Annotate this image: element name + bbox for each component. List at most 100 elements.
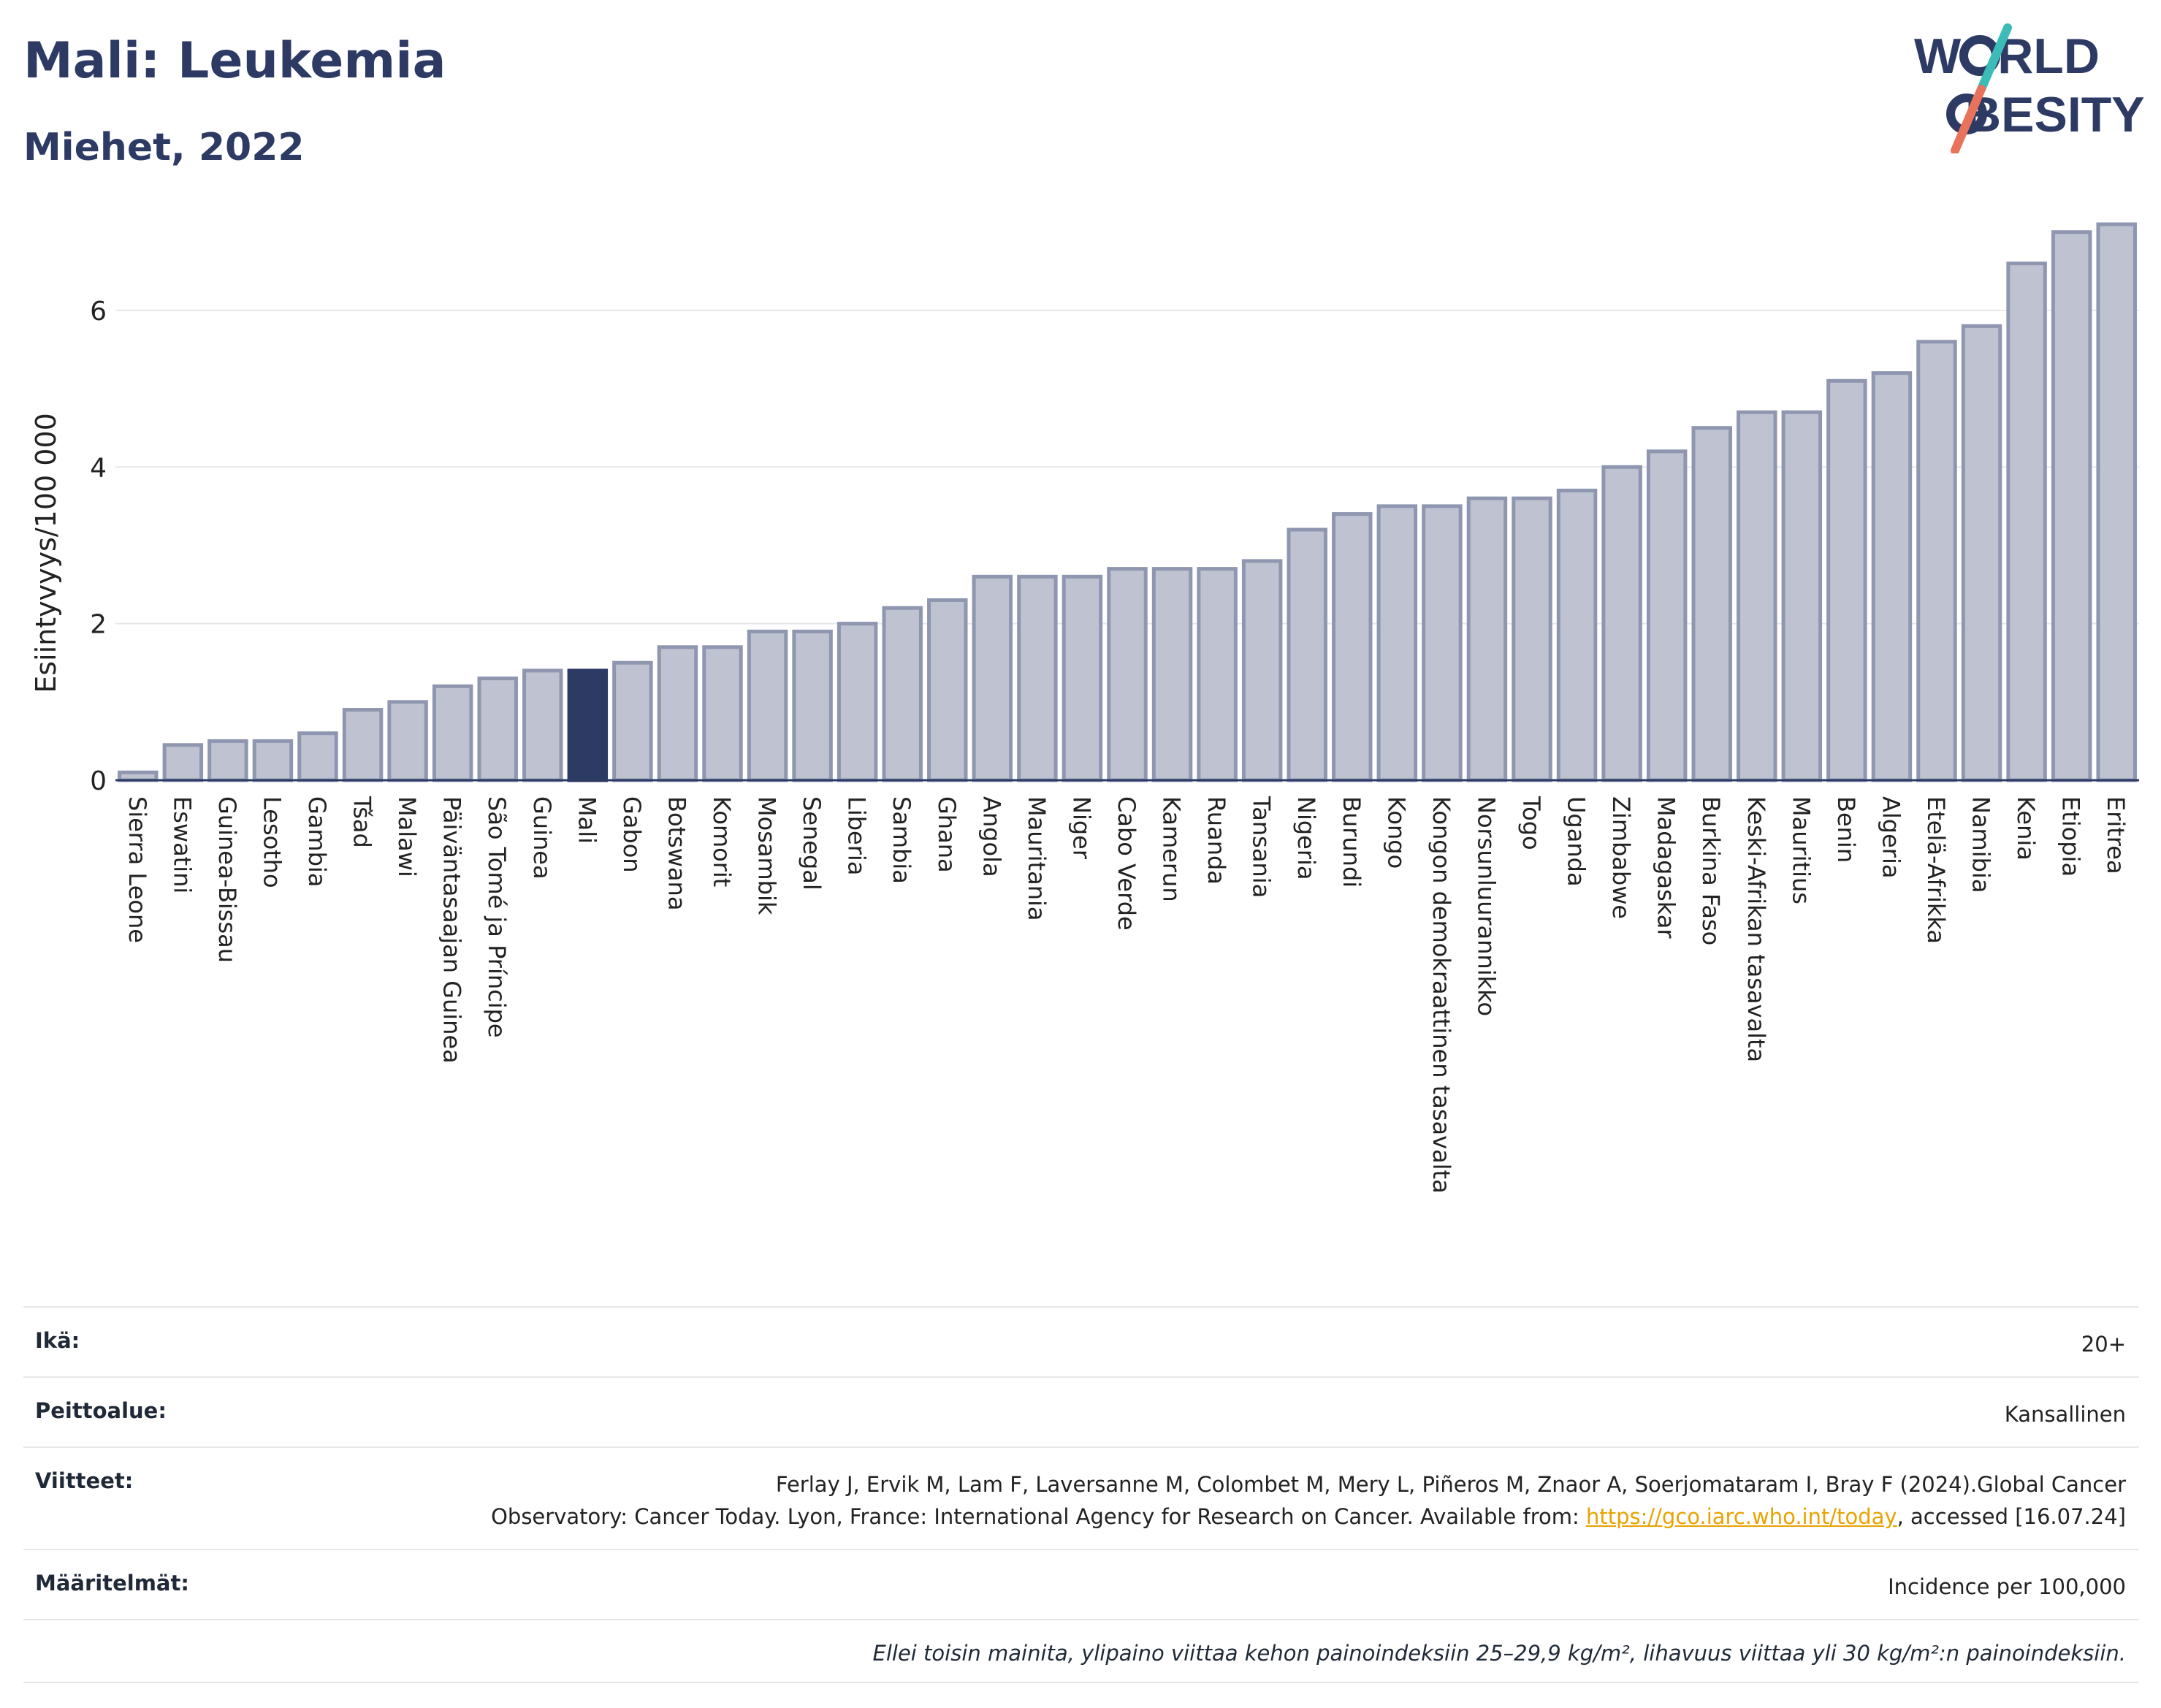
bar-s-o-tom-ja-pr-ncipe bbox=[477, 676, 518, 782]
x-tick-label: Etelä-Afrikka bbox=[1922, 796, 1950, 944]
x-tick-label: Namibia bbox=[1967, 796, 1995, 893]
x-tick-label: Senegal bbox=[798, 796, 826, 891]
x-tick-label: Sambia bbox=[888, 796, 915, 884]
chart-subtitle: Miehet, 2022 bbox=[23, 126, 305, 169]
x-tick-label: Madagaskar bbox=[1653, 796, 1680, 939]
bars bbox=[118, 222, 2137, 782]
references-link[interactable]: https://gco.iarc.who.int/today bbox=[1585, 1504, 1897, 1529]
x-tick-label: Tšad bbox=[348, 796, 376, 848]
x-tick-label: Mauritius bbox=[1787, 796, 1815, 904]
axes: 0 2 4 6 Sierra Leone Eswatini Guinea-Bissau Les… bbox=[90, 297, 2139, 1194]
x-tick-label: Norsunluurannikko bbox=[1472, 796, 1500, 1016]
bar-etel-afrikka bbox=[1916, 340, 1957, 782]
bar-eswatini bbox=[162, 743, 204, 782]
bar-mosambik bbox=[747, 629, 788, 782]
x-tick-label: Botswana bbox=[663, 796, 690, 910]
logo-slash-coral bbox=[1951, 85, 1986, 153]
bar-komorit bbox=[702, 645, 743, 782]
age-value: 20+ bbox=[355, 1306, 2139, 1377]
bar-tansania bbox=[1241, 559, 1283, 782]
info-table: Ikä: 20+ Peittoalue: Kansallinen Viittee… bbox=[23, 1306, 2139, 1683]
x-tick-label: Etiopia bbox=[2057, 796, 2085, 877]
bar-kongo bbox=[1376, 504, 1418, 782]
x-tick-label: Burkina Faso bbox=[1697, 796, 1725, 945]
logo-slash-teal bbox=[1977, 23, 2012, 94]
x-tick-label: Gabon bbox=[618, 796, 646, 873]
bar-guinea-bissau bbox=[207, 739, 248, 782]
x-tick-label: Sierra Leone bbox=[123, 796, 151, 943]
y-tick-label: 4 bbox=[90, 453, 107, 483]
bar-norsunluurannikko bbox=[1466, 496, 1508, 782]
age-label: Ikä: bbox=[23, 1306, 355, 1377]
x-tick-label: Kenia bbox=[2012, 796, 2040, 861]
x-tick-label: Päiväntasaajan Guinea bbox=[438, 796, 466, 1064]
bar-ruanda bbox=[1197, 567, 1238, 782]
x-tick-label: São Tomé ja Príncipe bbox=[483, 796, 511, 1038]
x-tick-label: Gambia bbox=[303, 796, 331, 887]
bar-mauritania bbox=[1017, 574, 1058, 782]
bar-etiopia bbox=[2051, 230, 2092, 782]
y-tick-label: 0 bbox=[90, 766, 107, 796]
coverage-label: Peittoalue: bbox=[23, 1376, 355, 1447]
chart-title: Mali: Leukemia bbox=[23, 32, 446, 90]
x-tick-label: Eswatini bbox=[168, 796, 196, 893]
bar-madagaskar bbox=[1646, 449, 1688, 782]
x-tick-label: Uganda bbox=[1563, 796, 1590, 887]
x-tick-label: Kongo bbox=[1382, 796, 1410, 869]
bar-angola bbox=[972, 574, 1013, 782]
bar-kamerun bbox=[1151, 567, 1193, 782]
x-tick-label: Lesotho bbox=[258, 796, 286, 888]
bar-uganda bbox=[1556, 488, 1598, 782]
x-tick-label: Kongon demokraattinen tasavalta bbox=[1428, 796, 1455, 1194]
info-row-references: Viitteet: Ferlay J, Ervik M, Lam F, Lave… bbox=[23, 1446, 2139, 1549]
x-tick-label: Niger bbox=[1067, 796, 1095, 860]
x-tick-label: Mauritania bbox=[1023, 796, 1051, 920]
x-tick-label: Benin bbox=[1832, 796, 1860, 863]
references-value: Ferlay J, Ervik M, Lam F, Laversanne M, … bbox=[355, 1446, 2139, 1549]
x-tick-label: Ghana bbox=[933, 796, 961, 873]
y-tick-label: 2 bbox=[90, 610, 107, 640]
x-tick-label: Angola bbox=[977, 796, 1005, 877]
bar-senegal bbox=[792, 629, 833, 782]
x-tick-label: Guinea bbox=[528, 796, 556, 880]
references-label: Viitteet: bbox=[23, 1446, 355, 1549]
bar-keski-afrikan-tasavalta bbox=[1737, 410, 1777, 782]
bar-namibia bbox=[1961, 324, 2002, 782]
x-tick-label: Kamerun bbox=[1158, 796, 1186, 902]
bar-benin bbox=[1826, 378, 1867, 782]
x-tick-label: Keski-Afrikan tasavalta bbox=[1742, 796, 1770, 1062]
x-tick-label: Liberia bbox=[843, 796, 871, 875]
bar-zimbabwe bbox=[1601, 465, 1642, 782]
bar-nigeria bbox=[1287, 527, 1327, 782]
bar-ghana bbox=[927, 598, 968, 782]
x-tick-label: Nigeria bbox=[1292, 796, 1320, 880]
bar-botswana bbox=[657, 645, 698, 782]
definitions-value: Incidence per 100,000 bbox=[355, 1549, 2139, 1620]
logo-text-besity: BESITY bbox=[1965, 87, 2145, 142]
x-tick-label: Malawi bbox=[393, 796, 421, 877]
x-tick-label: Eritrea bbox=[2102, 796, 2130, 874]
x-tick-label: Mosambik bbox=[753, 796, 781, 915]
x-tick-label: Algeria bbox=[1877, 796, 1905, 878]
info-row-note: Ellei toisin mainita, ylipaino viittaa k… bbox=[23, 1619, 2139, 1683]
bar-t-ad bbox=[342, 708, 384, 782]
bar-gambia bbox=[297, 731, 338, 782]
definitions-label: Määritelmät: bbox=[23, 1549, 355, 1620]
bar-cabo-verde bbox=[1107, 567, 1148, 782]
bar-guinea bbox=[522, 668, 563, 782]
bar-malawi bbox=[387, 700, 428, 782]
bar-niger bbox=[1062, 574, 1103, 782]
bar-chart: 0 2 4 6 Sierra Leone Eswatini Guinea-Bissau Les… bbox=[30, 222, 2139, 1194]
coverage-value: Kansallinen bbox=[355, 1376, 2139, 1447]
bar-togo bbox=[1512, 496, 1552, 782]
x-tick-label: Guinea-Bissau bbox=[213, 796, 241, 963]
bar-sambia bbox=[882, 606, 923, 782]
info-row-age: Ikä: 20+ bbox=[23, 1306, 2139, 1377]
references-line-2: Observatory: Cancer Today. Lyon, France:… bbox=[491, 1504, 1586, 1529]
references-line-3: , accessed [16.07.24] bbox=[1897, 1504, 2126, 1529]
bar-burundi bbox=[1332, 512, 1373, 782]
bar-kongon-demokraattinen-tasavalta bbox=[1422, 504, 1463, 782]
bar-mali bbox=[567, 668, 609, 782]
x-tick-label: Zimbabwe bbox=[1607, 796, 1635, 919]
